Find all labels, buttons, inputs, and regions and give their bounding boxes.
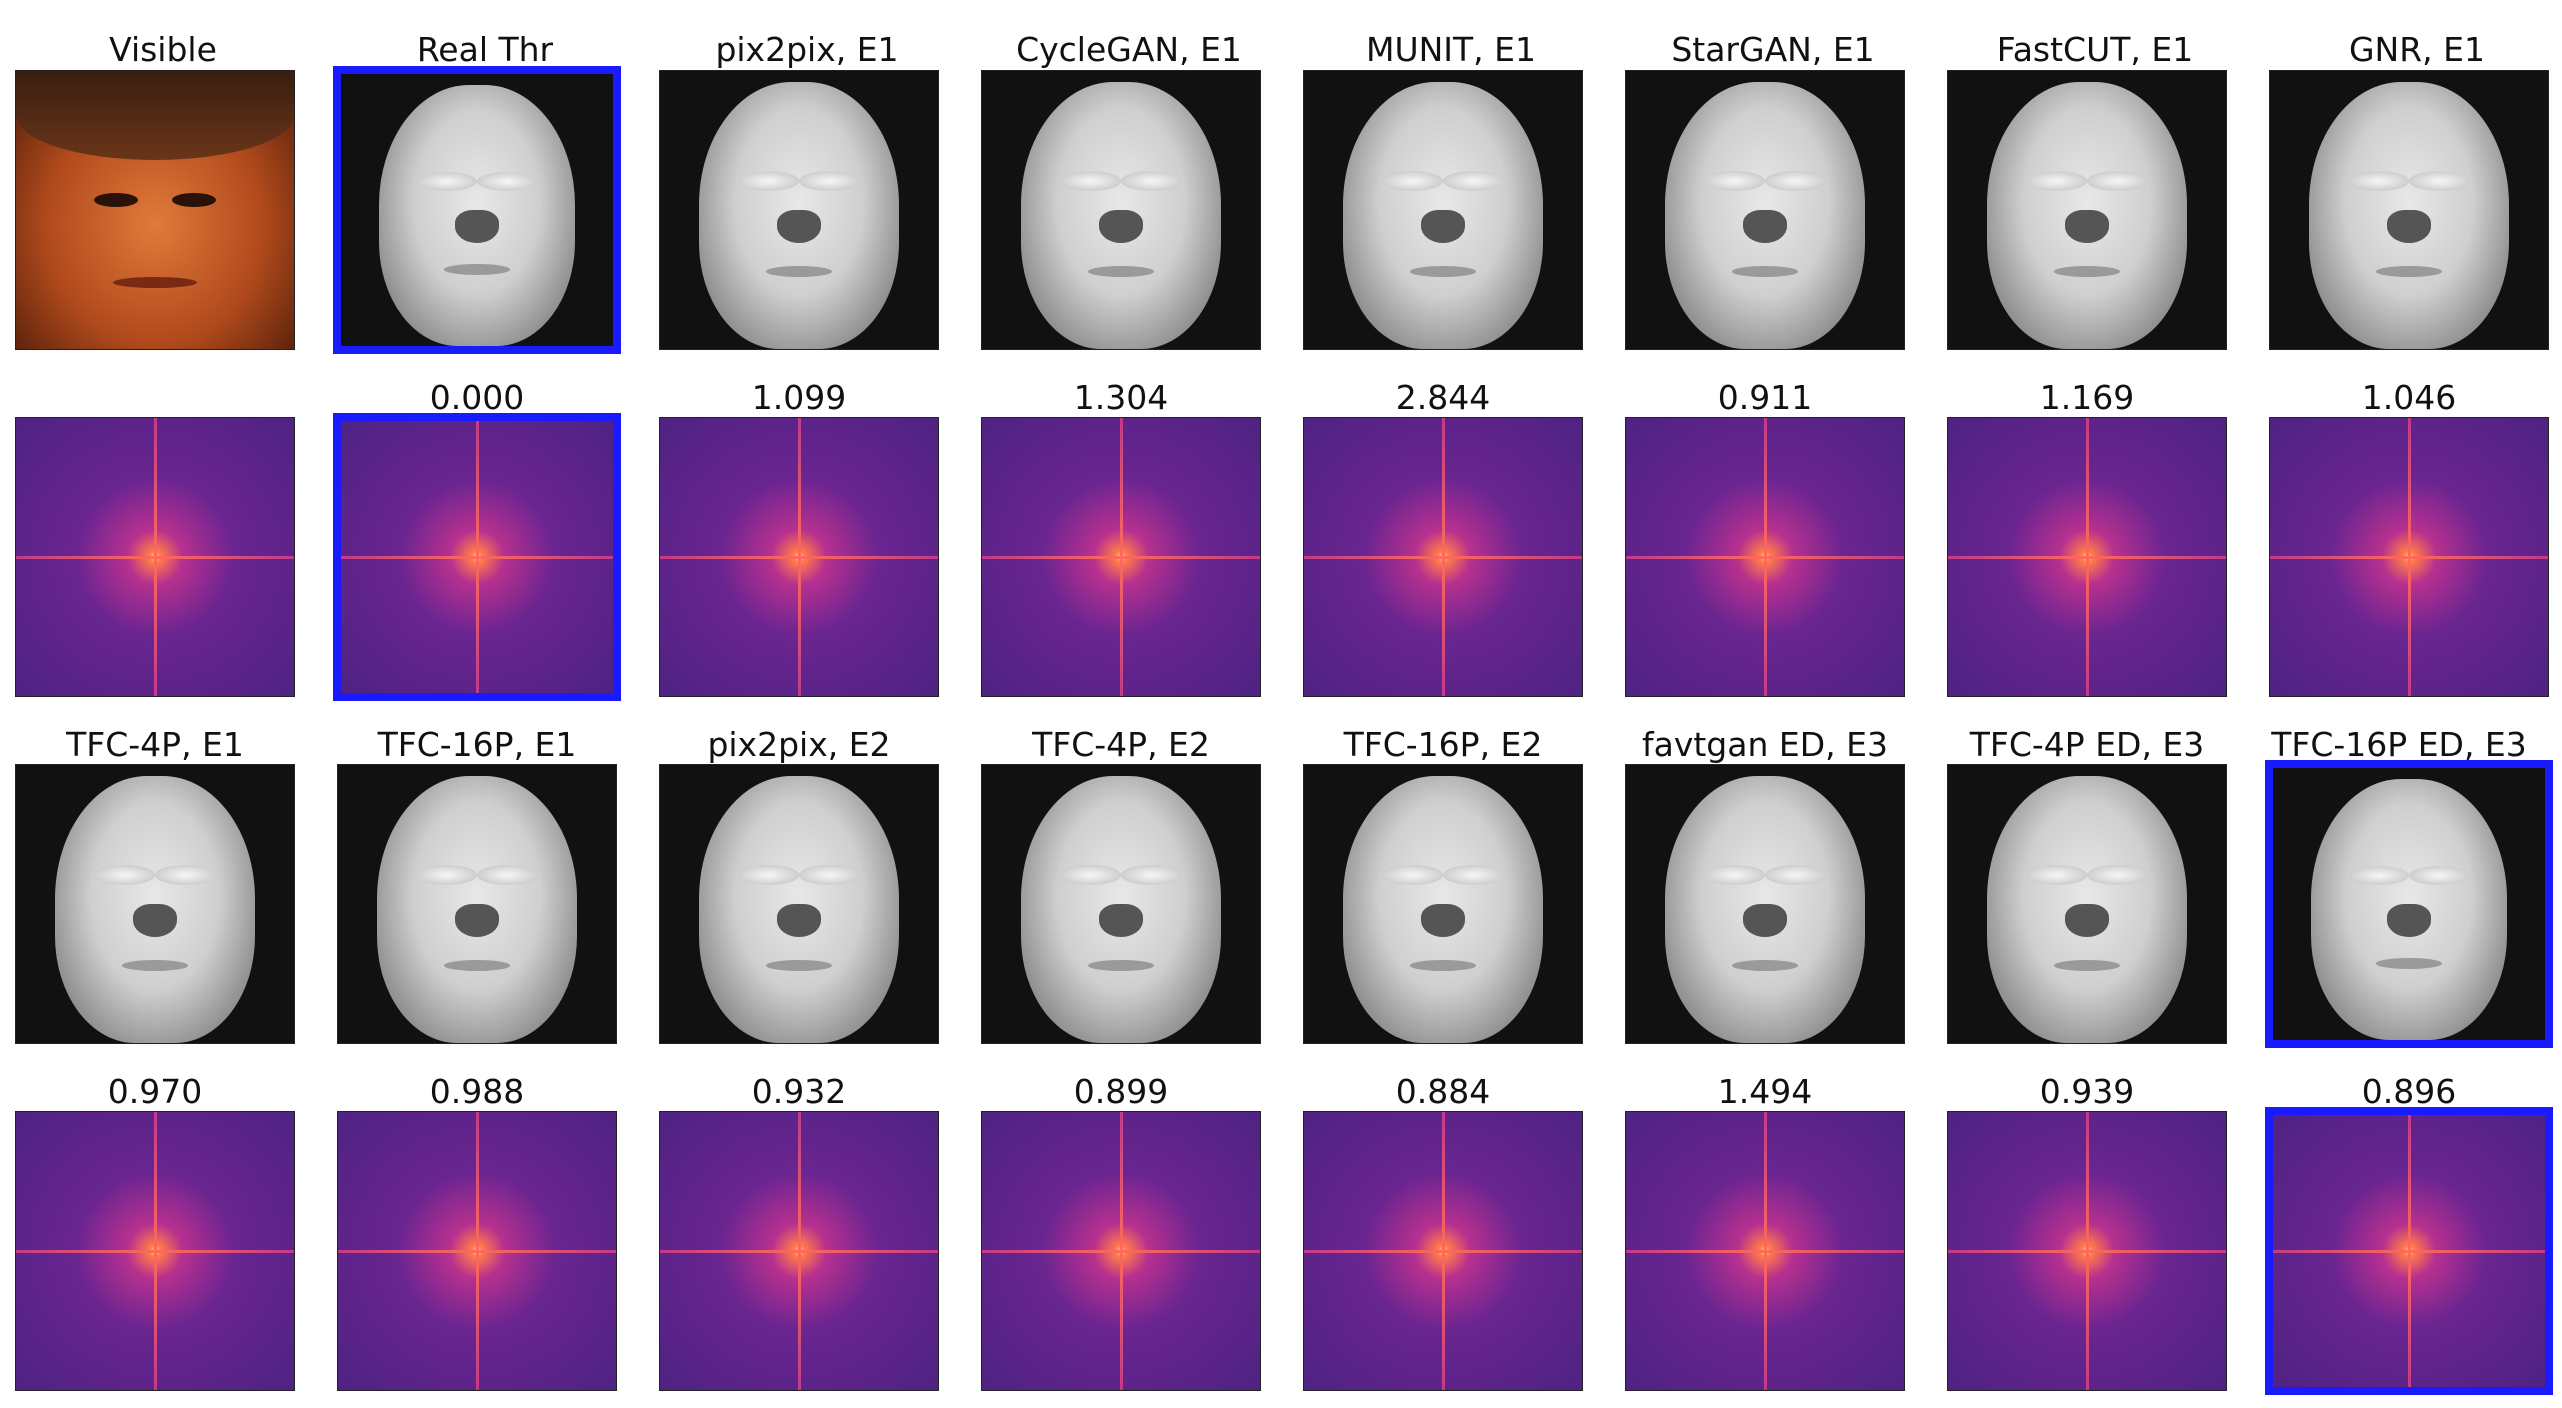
thermal-tfc-16p-e2 <box>1303 764 1583 1044</box>
score-favtgan-ed-e3: 1.494 <box>1717 1072 1813 1111</box>
thermal-tfc-4p-e1 <box>15 764 295 1044</box>
label-tfc-16p-e1: TFC-16P, E1 <box>377 725 577 764</box>
spectrum-tfc-16p-e2 <box>1303 1111 1583 1391</box>
spectrum-visible <box>15 417 295 697</box>
label-tfc-4p-e2: TFC-4P, E2 <box>1032 725 1210 764</box>
thermal-cyclegan-e1 <box>981 70 1261 350</box>
spectrum-pix2pix-e2 <box>659 1111 939 1391</box>
score-munit-e1: 2.844 <box>1395 378 1491 417</box>
label-pix2pix-e1: pix2pix, E1 <box>715 30 899 69</box>
score-gnr-e1: 1.046 <box>2361 378 2457 417</box>
thermal-tfc-4p-ed-e3 <box>1947 764 2227 1044</box>
score-fastcut-e1: 1.169 <box>2039 378 2135 417</box>
score-tfc-4p-e2: 0.899 <box>1073 1072 1169 1111</box>
score-pix2pix-e2: 0.932 <box>751 1072 847 1111</box>
spectrum-stargan-e1 <box>1625 417 1905 697</box>
label-visible: Visible <box>109 30 217 69</box>
thermal-gnr-e1 <box>2269 70 2549 350</box>
spectrum-tfc-4p-e2 <box>981 1111 1261 1391</box>
thermal-pix2pix-e1 <box>659 70 939 350</box>
label-tfc-4p-e1: TFC-4P, E1 <box>66 725 244 764</box>
label-munit-e1: MUNIT, E1 <box>1365 30 1537 69</box>
label-fastcut-e1: FastCUT, E1 <box>1996 30 2194 69</box>
label-gnr-e1: GNR, E1 <box>2348 30 2485 69</box>
spectrum-favtgan-ed-e3 <box>1625 1111 1905 1391</box>
score-pix2pix-e1: 1.099 <box>751 378 847 417</box>
score-tfc-4p-ed-e3: 0.939 <box>2039 1072 2135 1111</box>
label-pix2pix-e2: pix2pix, E2 <box>707 725 891 764</box>
thermal-tfc-4p-e2 <box>981 764 1261 1044</box>
label-stargan-e1: StarGAN, E1 <box>1671 30 1875 69</box>
label-real-thr: Real Thr <box>416 30 554 69</box>
spectrum-fastcut-e1 <box>1947 417 2227 697</box>
label-tfc-16p-e2: TFC-16P, E2 <box>1343 725 1543 764</box>
thermal-munit-e1 <box>1303 70 1583 350</box>
visible-face-photo <box>15 70 295 350</box>
score-stargan-e1: 0.911 <box>1717 378 1813 417</box>
thermal-stargan-e1 <box>1625 70 1905 350</box>
spectrum-gnr-e1 <box>2269 417 2549 697</box>
thermal-favtgan-ed-e3 <box>1625 764 1905 1044</box>
spectrum-cyclegan-e1 <box>981 417 1261 697</box>
score-tfc-16p-e2: 0.884 <box>1395 1072 1491 1111</box>
label-cyclegan-e1: CycleGAN, E1 <box>1016 30 1242 69</box>
label-favtgan-ed-e3: favtgan ED, E3 <box>1642 725 1888 764</box>
spectrum-tfc-16p-ed-e3 <box>2265 1107 2553 1395</box>
spectrum-pix2pix-e1 <box>659 417 939 697</box>
spectrum-tfc-4p-ed-e3 <box>1947 1111 2227 1391</box>
label-tfc-16p-ed-e3: TFC-16P ED, E3 <box>2271 725 2527 764</box>
score-cyclegan-e1: 1.304 <box>1073 378 1169 417</box>
thermal-pix2pix-e2 <box>659 764 939 1044</box>
spectrum-munit-e1 <box>1303 417 1583 697</box>
spectrum-real-thr <box>333 413 621 701</box>
score-real-thr: 0.000 <box>429 378 525 417</box>
score-tfc-16p-ed-e3: 0.896 <box>2361 1072 2457 1111</box>
thermal-fastcut-e1 <box>1947 70 2227 350</box>
label-tfc-4p-ed-e3: TFC-4P ED, E3 <box>1969 725 2205 764</box>
spectrum-tfc-4p-e1 <box>15 1111 295 1391</box>
spectrum-tfc-16p-e1 <box>337 1111 617 1391</box>
thermal-tfc-16p-ed-e3 <box>2265 760 2553 1048</box>
thermal-tfc-16p-e1 <box>337 764 617 1044</box>
score-tfc-16p-e1: 0.988 <box>429 1072 525 1111</box>
thermal-real-thr <box>333 66 621 354</box>
score-tfc-4p-e1: 0.970 <box>107 1072 203 1111</box>
